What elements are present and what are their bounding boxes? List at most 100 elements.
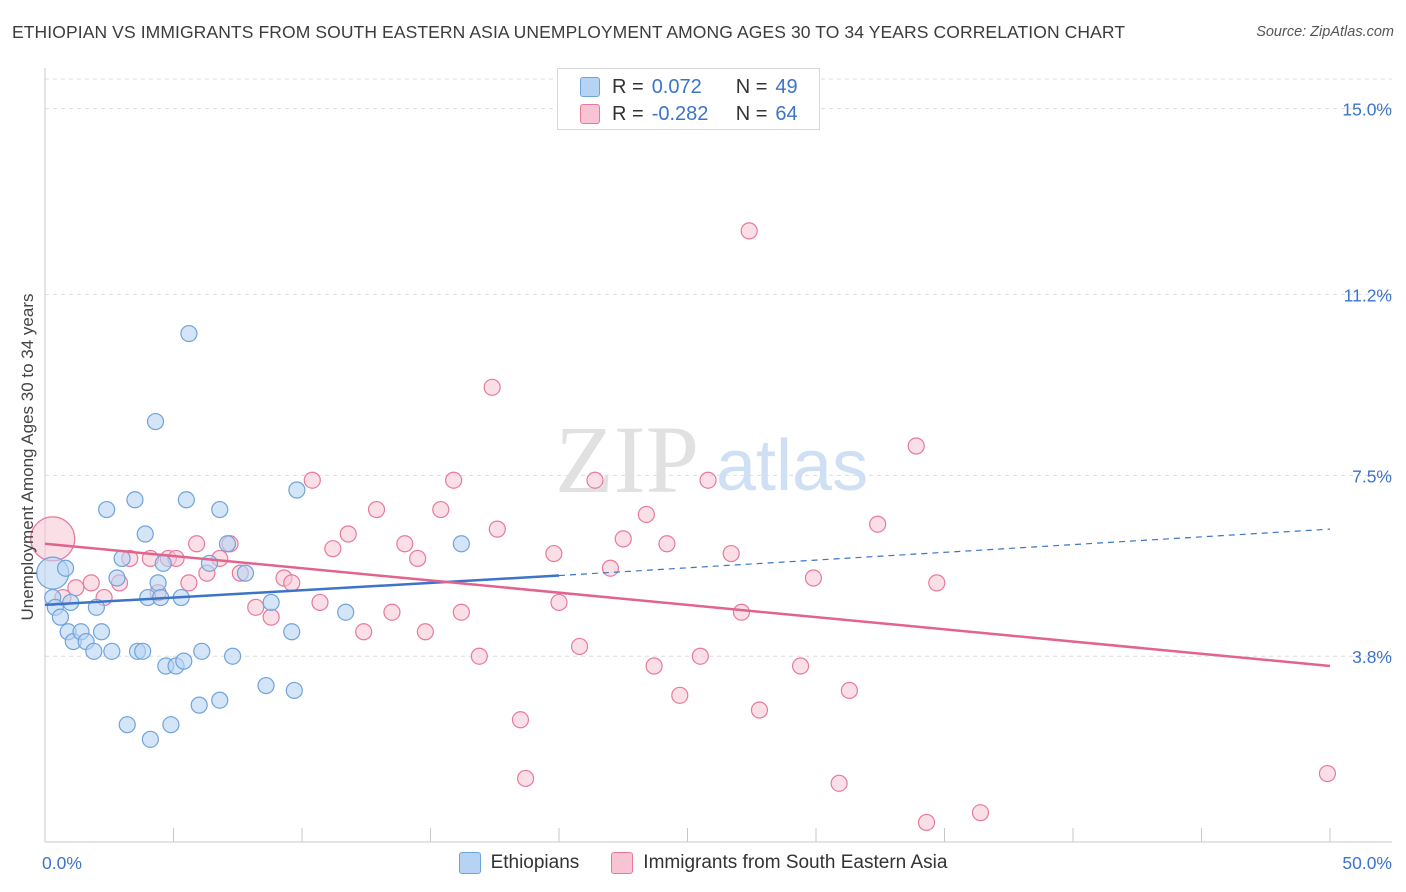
data-point-ethiopians xyxy=(236,564,255,582)
legend-n-label: N = xyxy=(735,102,768,125)
axes xyxy=(44,68,1392,843)
data-point-sea xyxy=(732,603,751,621)
data-point-sea xyxy=(303,471,321,489)
data-point-ethiopians xyxy=(175,652,193,670)
data-point-ethiopians xyxy=(154,554,172,572)
data-point-sea xyxy=(601,559,620,577)
legend-r-label: R = xyxy=(612,102,644,125)
chart-title: ETHIOPIAN VS IMMIGRANTS FROM SOUTH EASTE… xyxy=(12,22,1126,42)
x-tick-label: 0.0% xyxy=(42,853,82,873)
legend-n-value: 49 xyxy=(775,75,798,98)
data-point-sea xyxy=(750,701,769,719)
data-point-ethiopians xyxy=(218,535,237,553)
legend-n-label: N = xyxy=(735,75,768,98)
data-point-ethiopians xyxy=(103,642,121,660)
data-point-ethiopians xyxy=(180,324,198,343)
y-tick-label: 15.0% xyxy=(1342,100,1392,120)
data-point-sea xyxy=(671,686,689,704)
legend-item-ethiopians[interactable]: Ethiopians xyxy=(458,852,579,874)
data-point-sea xyxy=(928,574,946,592)
data-point-sea xyxy=(180,574,198,592)
data-point-sea xyxy=(367,500,386,519)
legend-label-sea: Immigrants from South Eastern Asia xyxy=(643,852,948,873)
watermark: ZIP atlas xyxy=(555,406,868,513)
data-point-ethiopians xyxy=(224,647,242,665)
data-point-sea xyxy=(82,574,100,592)
data-point-sea xyxy=(586,471,604,489)
data-point-ethiopians xyxy=(288,481,306,499)
legend-swatch-ethiopians xyxy=(458,852,481,874)
data-point-ethiopians xyxy=(211,691,229,709)
data-point-sea xyxy=(740,222,758,240)
tick-labels: 3.8% 7.5% 11.2% 15.0% 0.0% 50.0% xyxy=(42,100,1392,873)
x-tick-label: 50.0% xyxy=(1342,853,1392,873)
y-tick-label: 11.2% xyxy=(1344,285,1392,305)
data-point-ethiopians xyxy=(141,730,159,748)
data-point-sea xyxy=(188,535,206,553)
legend-item-sea[interactable]: Immigrants from South Eastern Asia xyxy=(611,852,947,874)
data-point-ethiopians xyxy=(126,491,144,509)
data-point-sea xyxy=(324,540,342,558)
legend-r-value: 0.072 xyxy=(651,75,702,98)
data-point-sea xyxy=(488,520,506,538)
legend-n-value: 64 xyxy=(775,102,798,125)
trend-line-ethiopians-extension xyxy=(558,528,1331,577)
data-point-sea xyxy=(830,774,848,792)
data-point-sea xyxy=(971,804,990,822)
data-point-sea xyxy=(355,623,373,641)
data-point-sea xyxy=(445,471,463,489)
data-point-sea xyxy=(645,657,663,675)
series-legend: Ethiopians Immigrants from South Eastern… xyxy=(0,852,1406,874)
legend-r-label: R = xyxy=(612,75,644,98)
data-point-ethiopians xyxy=(136,525,154,543)
data-point-ethiopians xyxy=(283,623,301,641)
data-point-sea xyxy=(247,598,265,616)
data-point-sea xyxy=(570,637,589,656)
trend-line-sea xyxy=(44,542,1331,668)
data-point-ethiopians xyxy=(134,642,152,660)
data-point-sea xyxy=(262,608,280,626)
watermark-zip: ZIP xyxy=(555,406,699,513)
data-point-ethiopians xyxy=(452,535,470,553)
correlation-legend: R = 0.072 N = 49 R = -0.282 N = 64 xyxy=(557,68,820,130)
data-point-ethiopians xyxy=(149,574,167,592)
data-point-sea xyxy=(840,681,859,700)
legend-r-value: -0.282 xyxy=(651,102,709,125)
data-point-ethiopians xyxy=(337,603,355,621)
data-point-sea xyxy=(722,544,740,563)
data-point-sea xyxy=(658,535,676,553)
data-point-sea xyxy=(1318,764,1337,783)
data-point-sea xyxy=(396,535,414,553)
data-point-ethiopians xyxy=(85,642,103,660)
data-point-sea xyxy=(416,623,434,641)
data-point-ethiopians xyxy=(193,642,211,660)
data-point-sea xyxy=(791,657,810,675)
data-point-sea xyxy=(804,569,823,587)
data-point-ethiopians xyxy=(108,569,126,587)
legend-row-sea: R = -0.282 N = 64 xyxy=(580,103,798,125)
legend-swatch-ethiopians xyxy=(580,77,600,97)
data-point-ethiopians xyxy=(262,593,280,612)
data-point-sea xyxy=(545,544,563,563)
data-point-sea xyxy=(699,471,717,489)
watermark-atlas: atlas xyxy=(716,426,868,506)
series-ethiopians-points xyxy=(36,324,470,748)
data-point-sea xyxy=(339,525,357,543)
data-point-ethiopians xyxy=(51,608,70,626)
data-point-sea xyxy=(383,603,401,621)
source-label: Source: ZipAtlas.com xyxy=(1256,24,1394,40)
data-point-sea xyxy=(516,769,535,788)
series-sea-points xyxy=(30,222,1337,832)
data-point-sea xyxy=(614,530,632,548)
trend-line-ethiopians xyxy=(44,574,560,607)
data-point-ethiopians xyxy=(285,681,303,700)
data-point-ethiopians xyxy=(211,500,229,519)
data-point-sea xyxy=(511,711,530,729)
data-point-ethiopians xyxy=(257,676,275,695)
data-point-ethiopians xyxy=(162,716,180,734)
data-point-ethiopians xyxy=(146,412,165,431)
y-axis-label: Unemployment Among Ages 30 to 34 years xyxy=(18,293,37,621)
data-point-ethiopians xyxy=(56,559,75,577)
data-point-sea xyxy=(917,813,936,832)
